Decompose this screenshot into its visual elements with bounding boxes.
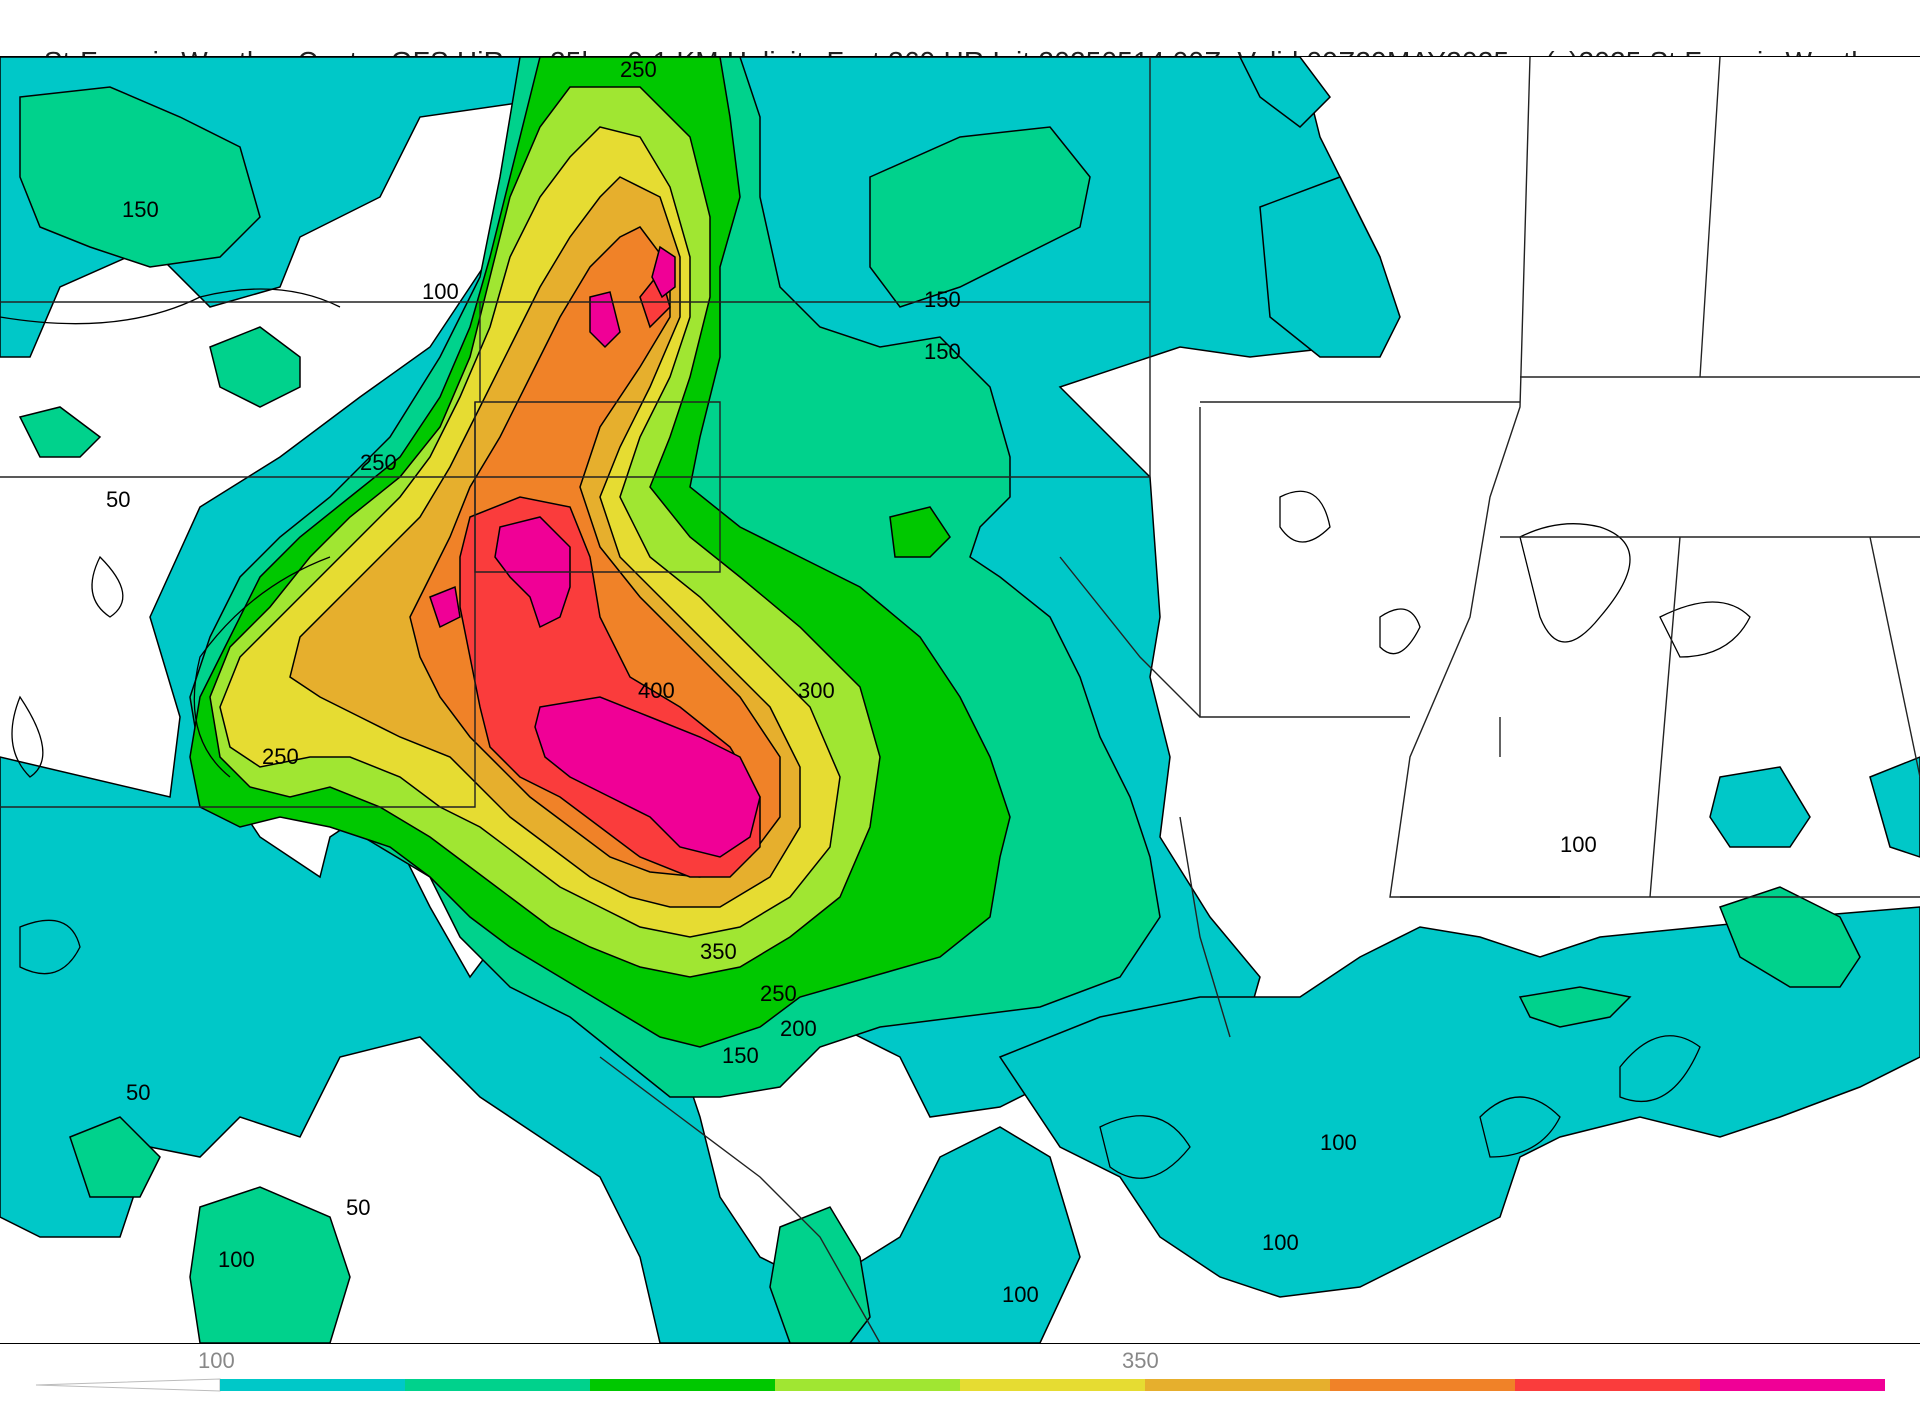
contour-label: 100	[422, 279, 459, 304]
contour-label: 100	[1262, 1230, 1299, 1255]
legend-color-bin	[1145, 1379, 1330, 1391]
legend-color-bin	[405, 1379, 590, 1391]
legend-color-bin	[1330, 1379, 1515, 1391]
contour-label: 150	[722, 1043, 759, 1068]
contour-label: 50	[346, 1195, 370, 1220]
legend-right-arrow	[1700, 1379, 1885, 1391]
contour-label: 150	[924, 339, 961, 364]
contour-label: 250	[760, 981, 797, 1006]
contour-label: 100	[1560, 832, 1597, 857]
legend-color-bin	[590, 1379, 775, 1391]
contour-label: 250	[262, 744, 299, 769]
legend-color-bin	[775, 1379, 960, 1391]
legend-tick-label: 350	[1122, 1348, 1159, 1373]
state-boundaries	[0, 57, 1920, 1343]
contour-label: 200	[780, 1016, 817, 1041]
color-legend	[0, 1342, 1920, 1400]
contour-label: 50	[106, 487, 130, 512]
contour-label: 400	[638, 678, 675, 703]
contour-label: 100	[1002, 1282, 1039, 1307]
contour-label-group: 250 150 100 150 150 250 50 400 300 250 3…	[106, 57, 1597, 1307]
helicity-map: 250 150 100 150 150 250 50 400 300 250 3…	[0, 56, 1920, 1344]
legend-color-bin	[1515, 1379, 1700, 1391]
contour-label: 150	[924, 287, 961, 312]
contour-label: 50	[126, 1080, 150, 1105]
contour-label: 100	[218, 1247, 255, 1272]
contour-label: 100	[1320, 1130, 1357, 1155]
legend-left-arrow	[35, 1378, 221, 1392]
legend-tick-label: 100	[198, 1348, 235, 1373]
contour-label: 250	[620, 57, 657, 82]
legend-color-bin	[960, 1379, 1145, 1391]
contour-label: 300	[798, 678, 835, 703]
contour-lines	[0, 288, 1751, 1179]
contour-label: 350	[700, 939, 737, 964]
legend-color-bin	[220, 1379, 405, 1391]
contour-label: 250	[360, 450, 397, 475]
contour-label: 150	[122, 197, 159, 222]
